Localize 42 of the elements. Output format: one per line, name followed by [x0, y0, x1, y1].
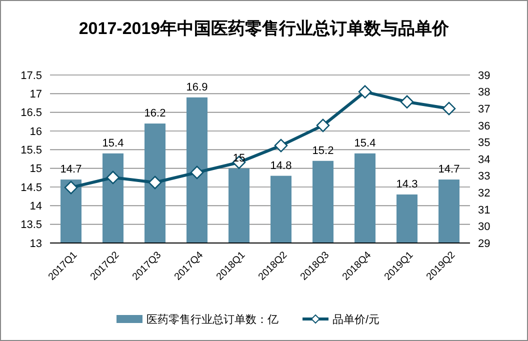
legend-label: 品单价/元 [332, 312, 380, 326]
y-tick-label: 14.5 [20, 182, 42, 194]
point [64, 180, 78, 194]
data-label: 15.2 [312, 144, 334, 157]
point [442, 102, 456, 116]
chart-title: 2017-2019年中国医药零售行业总订单数与品单价 [78, 19, 450, 38]
point [400, 95, 414, 109]
y2-tick-label: 35 [478, 137, 490, 150]
point [274, 138, 288, 152]
y2-tick-label: 29 [478, 238, 490, 250]
y2-tick-label: 34 [478, 154, 490, 166]
y-tick-label: 13.5 [20, 219, 42, 232]
data-label: 14.7 [438, 164, 460, 176]
y2-tick-label: 36 [478, 120, 490, 132]
legend-label: 医药零售行业总订单数：亿 [146, 312, 278, 326]
point [190, 166, 204, 180]
y2-tick-label: 39 [478, 70, 490, 82]
data-label: 14.7 [60, 164, 82, 176]
point [316, 118, 330, 132]
y-tick-label: 17.5 [20, 70, 42, 82]
point [148, 176, 162, 190]
y2-tick-label: 33 [478, 170, 490, 183]
y-tick-label: 16.5 [20, 107, 42, 120]
y2-tick-label: 32 [478, 187, 490, 200]
point [106, 170, 120, 184]
y-tick-label: 15 [30, 163, 42, 176]
data-label: 15.4 [102, 137, 124, 150]
y-tick-label: 15.5 [20, 144, 42, 157]
y2-tick-label: 30 [478, 221, 490, 234]
data-label: 16.9 [186, 81, 208, 94]
data-label: 14.8 [270, 160, 292, 172]
data-label: 15.4 [354, 137, 376, 150]
y-tick-label: 17 [30, 88, 42, 101]
y-tick-label: 13 [30, 238, 42, 250]
data-label: 16.2 [144, 108, 166, 120]
y-tick-label: 16 [30, 126, 42, 138]
y2-tick-label: 38 [478, 86, 490, 99]
y2-tick-label: 31 [478, 204, 490, 216]
point [358, 85, 372, 98]
y-tick-label: 14 [30, 200, 42, 213]
data-label: 14.3 [396, 178, 418, 190]
y2-tick-label: 37 [478, 103, 490, 116]
